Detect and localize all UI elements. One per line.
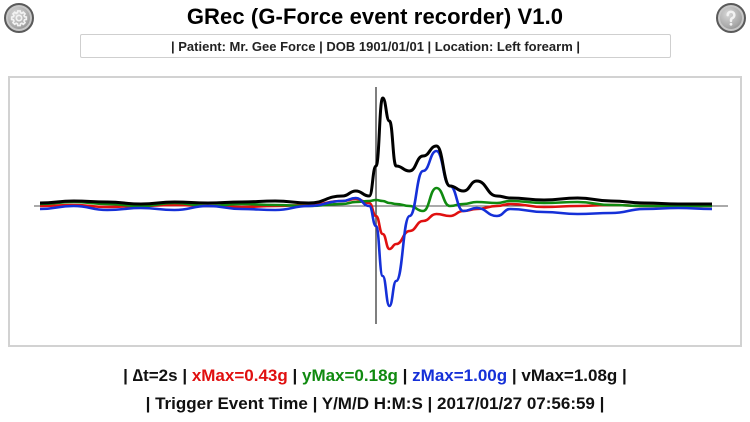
series-v-line — [39, 96, 712, 206]
x-max-value: xMax=0.43g — [191, 366, 288, 385]
separator: | — [427, 394, 433, 413]
separator: | — [292, 366, 298, 385]
patient-info-text: | Patient: Mr. Gee Force | DOB 1901/01/0… — [171, 38, 580, 54]
settings-button[interactable] — [4, 3, 34, 33]
gforce-chart — [8, 76, 742, 347]
chart-plot-area — [34, 87, 728, 324]
separator: | — [511, 366, 517, 385]
separator: | — [312, 394, 318, 413]
trigger-time-line: | Trigger Event Time | Y/M/D H:M:S | 201… — [0, 394, 750, 414]
trigger-label: Trigger Event Time — [155, 394, 308, 413]
v-max-value: vMax=1.08g — [521, 366, 618, 385]
trigger-timestamp: 2017/01/27 07:56:59 — [437, 394, 595, 413]
question-mark-icon — [726, 10, 736, 26]
series-layer — [39, 96, 713, 308]
separator: | — [599, 394, 605, 413]
y-max-value: yMax=0.18g — [301, 366, 398, 385]
stats-line: | ∆t=2s | xMax=0.43g | yMax=0.18g | zMax… — [0, 366, 750, 386]
separator: | — [123, 366, 128, 385]
patient-info-bar: | Patient: Mr. Gee Force | DOB 1901/01/0… — [80, 34, 671, 58]
separator: | — [182, 366, 188, 385]
delta-t-value: ∆t=2s — [132, 366, 178, 385]
app-title: GRec (G-Force event recorder) V1.0 — [186, 4, 564, 29]
gear-icon — [10, 10, 28, 27]
time-format-label: Y/M/D H:M:S — [321, 394, 423, 413]
help-button[interactable] — [716, 3, 746, 33]
z-max-value: zMax=1.00g — [412, 366, 508, 385]
separator: | — [402, 366, 408, 385]
separator: | — [622, 366, 627, 385]
separator: | — [145, 394, 151, 413]
series-z-line — [39, 149, 713, 308]
